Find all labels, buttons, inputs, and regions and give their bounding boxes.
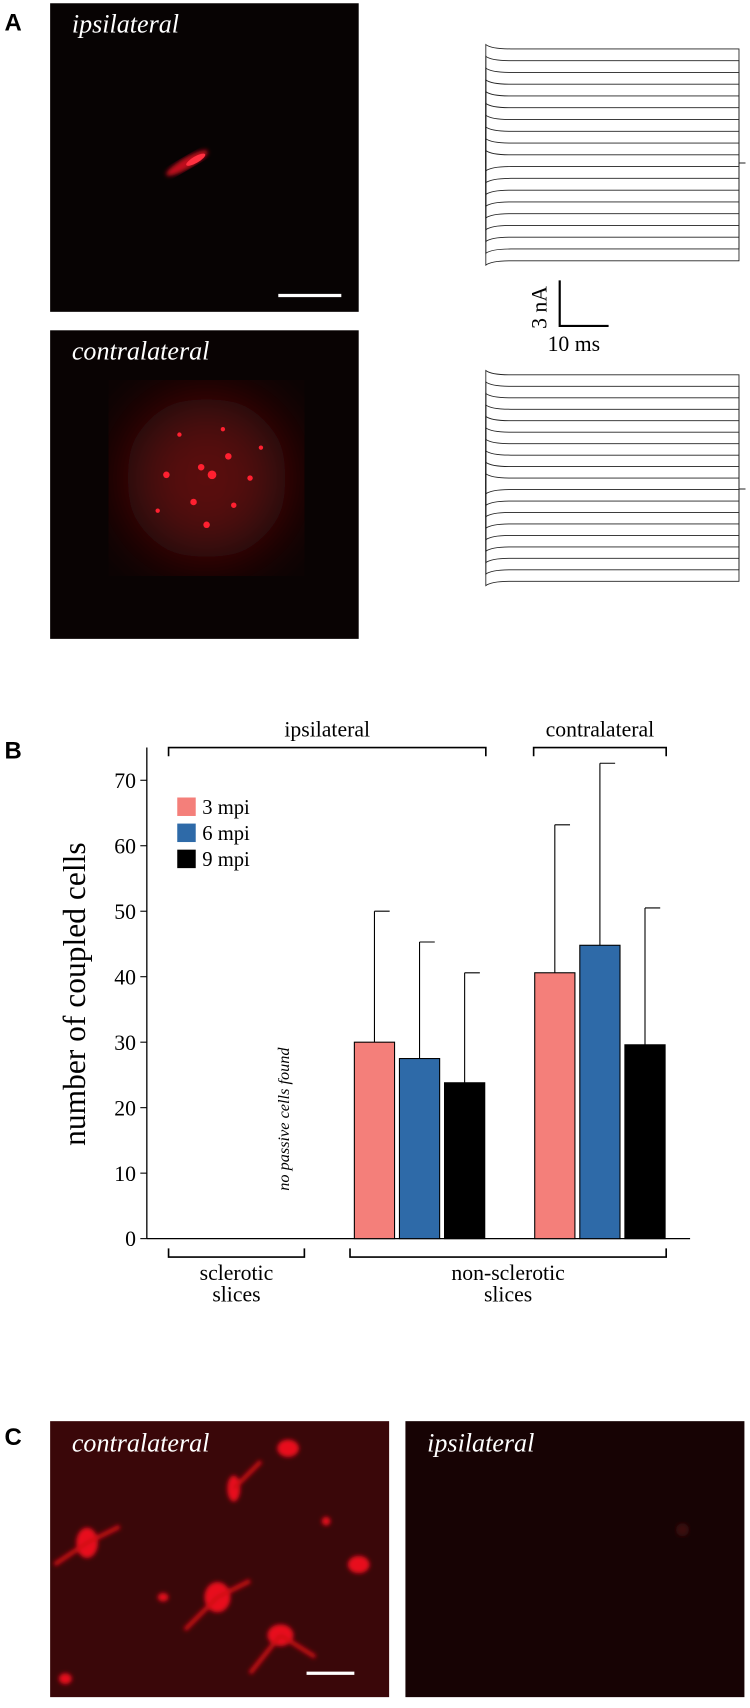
trace	[485, 369, 746, 490]
trace	[485, 438, 746, 490]
panel-label: C	[4, 1424, 21, 1451]
panel-label: B	[4, 737, 21, 764]
trace	[485, 67, 746, 164]
y-tick-label: 0	[125, 1227, 136, 1251]
scale-bar	[558, 280, 609, 328]
image-label: contralateral	[72, 337, 210, 366]
trace	[485, 381, 746, 490]
group-bracket	[167, 746, 487, 757]
legend-label: 3 mpi	[202, 797, 250, 819]
group-label: ipsilateral	[284, 718, 370, 742]
image-label: ipsilateral	[72, 10, 179, 39]
y-tick-label: 10	[114, 1162, 136, 1186]
trace	[485, 162, 746, 267]
scale-label: 10 ms	[548, 332, 601, 356]
astrocytes	[53, 1439, 370, 1685]
y-axis-label: number of coupled cells	[57, 842, 92, 1146]
panel-label: A	[4, 9, 21, 36]
trace	[485, 415, 746, 490]
bar	[353, 1041, 396, 1240]
trace	[485, 162, 746, 172]
trace	[485, 78, 746, 164]
annotation: no passive cells found	[274, 1047, 293, 1191]
trace	[485, 162, 746, 208]
trace	[485, 449, 746, 490]
faint-cell	[675, 1523, 690, 1537]
trace	[485, 488, 746, 553]
trace	[485, 488, 746, 530]
scale-label: 3 nA	[528, 286, 552, 329]
bar	[398, 1058, 441, 1240]
group-label: slices	[212, 1283, 260, 1307]
trace	[485, 488, 746, 564]
micrograph	[50, 3, 359, 312]
group-bracket	[532, 746, 668, 757]
trace	[485, 426, 746, 490]
trace	[485, 472, 746, 490]
bar	[624, 1044, 666, 1240]
image-label: ipsilateral	[427, 1429, 534, 1458]
error-bar	[419, 941, 435, 1059]
trace	[485, 162, 746, 184]
group-bracket	[167, 1248, 306, 1258]
trace	[485, 162, 746, 219]
group-label: contralateral	[546, 718, 655, 742]
dye-cell	[186, 153, 206, 166]
bar	[443, 1082, 486, 1240]
trace	[485, 43, 746, 164]
y-tick-label: 50	[114, 900, 136, 924]
legend-label: 6 mpi	[202, 823, 250, 845]
glow	[125, 396, 289, 560]
y-tick-label: 60	[114, 834, 136, 858]
trace	[485, 392, 746, 490]
trace	[485, 488, 746, 518]
error-bar	[464, 972, 480, 1083]
y-tick-label: 30	[114, 1031, 136, 1055]
current-traces	[485, 43, 746, 587]
trace	[485, 461, 746, 490]
trace	[485, 162, 746, 243]
bar	[534, 972, 576, 1240]
trace	[485, 162, 746, 196]
micrograph	[405, 1421, 745, 1698]
trace	[485, 137, 746, 164]
trace	[485, 162, 746, 255]
trace	[485, 488, 746, 541]
group-label: sclerotic	[200, 1261, 274, 1285]
trace	[485, 488, 746, 507]
trace	[485, 90, 746, 164]
legend-label: 9 mpi	[202, 849, 250, 871]
bar	[579, 944, 621, 1240]
trace	[485, 488, 746, 576]
trace	[485, 488, 746, 587]
trace	[485, 162, 746, 231]
legend-swatch	[177, 849, 196, 869]
legend-swatch	[177, 797, 196, 816]
error-bar	[644, 907, 661, 1045]
error-bar	[599, 762, 616, 946]
trace	[485, 55, 746, 164]
trace	[485, 114, 746, 164]
group-bracket	[349, 1248, 668, 1258]
trace	[485, 404, 746, 490]
group-label: slices	[484, 1283, 532, 1307]
trace	[485, 126, 746, 164]
y-tick-label: 40	[114, 965, 136, 989]
image-label: contralateral	[72, 1429, 210, 1458]
error-bar	[554, 824, 571, 973]
legend-swatch	[177, 823, 196, 843]
micrograph	[50, 1421, 390, 1698]
trace	[485, 102, 746, 164]
coupled-cells	[155, 427, 264, 529]
bar-chart: 0 10 20 30 40 50 60 70 number of coupled cells 3 …	[57, 718, 691, 1307]
group-label: non-sclerotic	[451, 1261, 564, 1285]
trace	[485, 488, 746, 495]
y-tick-label: 70	[114, 769, 136, 793]
error-bar	[373, 910, 390, 1043]
y-tick-label: 20	[114, 1096, 136, 1120]
trace	[485, 149, 746, 164]
